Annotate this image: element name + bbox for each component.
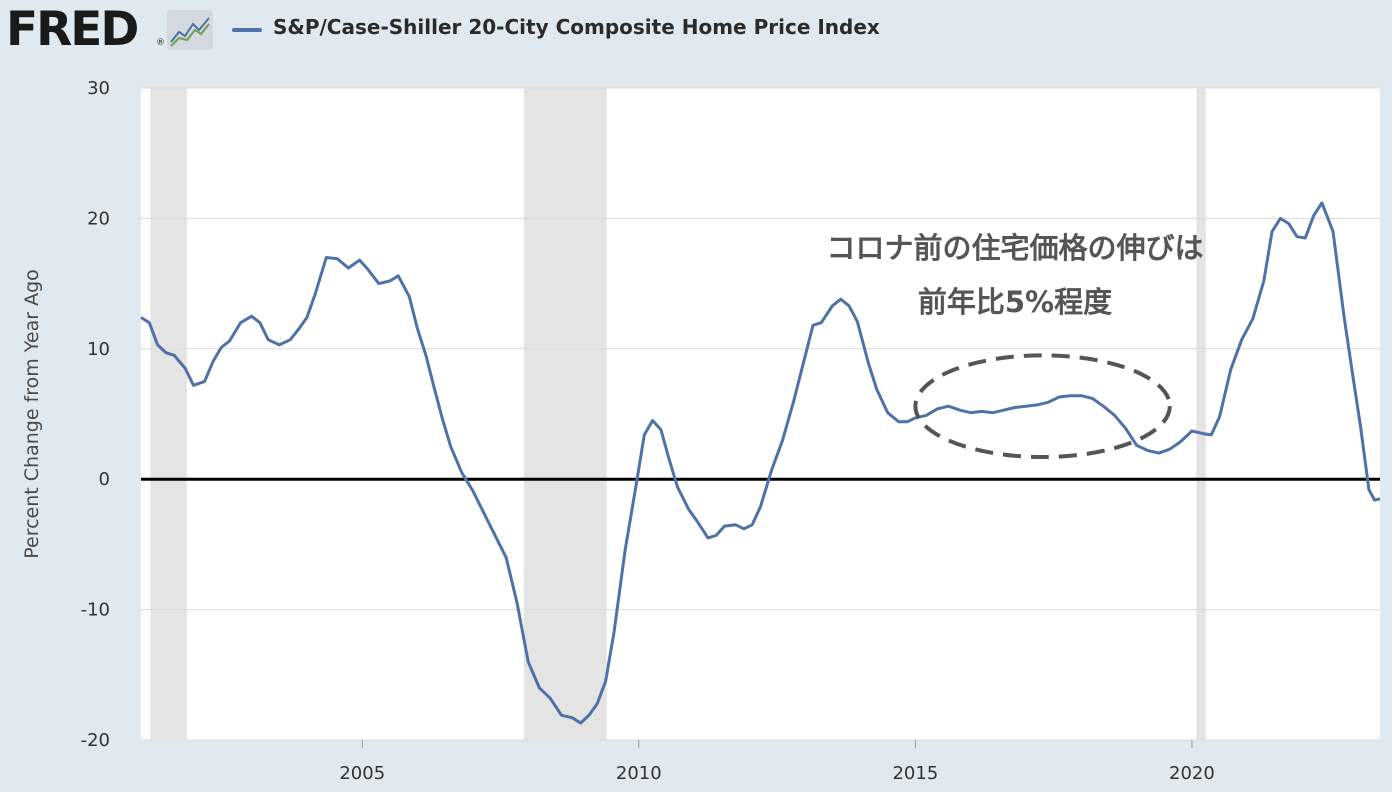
recession-band [523, 88, 607, 740]
annotation-text-line1: コロナ前の住宅価格の伸びは [826, 231, 1203, 265]
x-tick-label: 2010 [616, 763, 662, 784]
y-tick-label: 10 [87, 339, 110, 360]
x-tick-label: 2020 [1169, 763, 1215, 784]
chart-header: FRED ® S&P/Case-Shiller 20-City Composit… [0, 0, 1392, 62]
y-tick-label: -20 [81, 730, 110, 751]
y-axis-ticks: 30 20 10 0 -10 -20 [81, 78, 110, 751]
annotation-ellipse [913, 353, 1172, 460]
registered-mark: ® [156, 38, 165, 48]
y-axis-title: Percent Change from Year Ago [21, 269, 43, 559]
series-line [140, 201, 1381, 725]
annotation-group: コロナ前の住宅価格の伸びは 前年比5%程度 [826, 231, 1204, 460]
y-tick-label: -10 [81, 600, 110, 621]
x-axis-ticks: 2005 2010 2015 2020 [339, 740, 1215, 784]
plot-area [141, 88, 1380, 740]
recession-bands [150, 88, 1206, 740]
legend-series-label[interactable]: S&P/Case-Shiller 20-City Composite Home … [273, 15, 880, 39]
y-tick-label: 20 [87, 208, 110, 229]
series-group [140, 201, 1381, 725]
y-tick-label: 0 [99, 469, 110, 490]
legend-swatch [232, 28, 262, 32]
y-gridlines [141, 87, 1380, 741]
x-tick-label: 2005 [339, 763, 385, 784]
x-tick-label: 2015 [892, 763, 938, 784]
recession-band [150, 88, 187, 740]
y-tick-label: 30 [87, 78, 110, 99]
annotation-text-line2: 前年比5%程度 [918, 285, 1112, 319]
fred-logo[interactable]: FRED [6, 2, 139, 57]
recession-band [1196, 88, 1206, 740]
fred-logo-graph-icon [167, 10, 213, 50]
